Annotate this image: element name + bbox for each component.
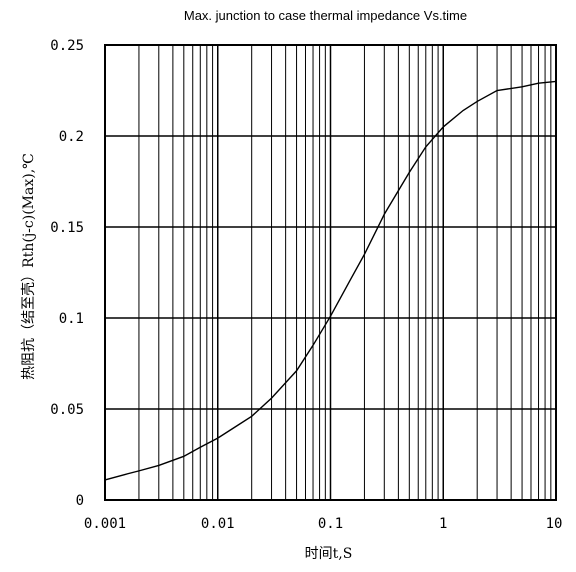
x-axis-label: 时间t,S (305, 546, 353, 562)
x-tick-label: 0.01 (201, 516, 235, 532)
x-tick-label: 10 (546, 516, 563, 532)
x-tick-labels: 0.001 0.01 0.1 1 10 (84, 516, 563, 532)
x-tick-label: 0.1 (318, 516, 343, 532)
x-tick-label: 1 (439, 516, 447, 532)
y-tick-labels: 0 0.05 0.1 0.15 0.2 0.25 (50, 38, 84, 509)
y-tick-label: 0.15 (50, 220, 84, 236)
y-tick-label: 0.25 (50, 38, 84, 54)
y-tick-label: 0.1 (59, 311, 84, 327)
impedance-curve (104, 80, 557, 481)
grid (105, 45, 556, 500)
x-tick-label: 0.001 (84, 516, 126, 532)
y-tick-label: 0 (76, 493, 84, 509)
chart-title: Max. junction to case thermal impedance … (184, 8, 467, 23)
y-tick-label: 0.05 (50, 402, 84, 418)
y-tick-label: 0.2 (59, 129, 84, 145)
plot-frame (104, 44, 557, 501)
y-axis-label: 热阻抗（结至壳）Rth(j-c)(Max),℃ (20, 153, 37, 380)
